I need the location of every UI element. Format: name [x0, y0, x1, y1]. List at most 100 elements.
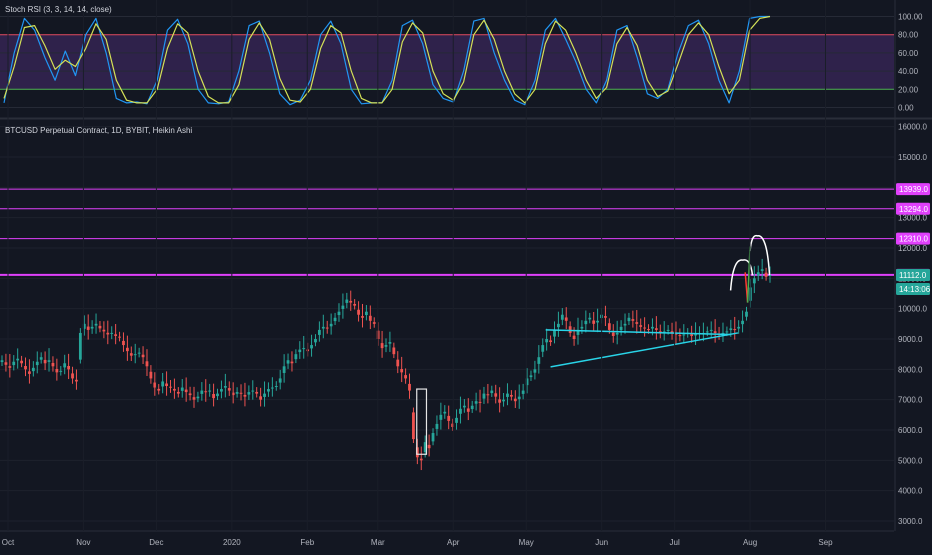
- candle-body[interactable]: [470, 405, 474, 410]
- candle-body[interactable]: [666, 329, 670, 331]
- candle-body[interactable]: [255, 391, 259, 394]
- stoch-d-line[interactable]: [3, 15, 771, 104]
- candle-body[interactable]: [553, 329, 556, 337]
- candle-body[interactable]: [47, 360, 51, 362]
- candle-body[interactable]: [368, 315, 372, 321]
- candle-body[interactable]: [90, 326, 94, 329]
- candle-body[interactable]: [611, 332, 615, 336]
- candle-body[interactable]: [768, 274, 772, 276]
- candle-body[interactable]: [509, 394, 513, 397]
- time-axis[interactable]: Oct Nov Dec 2020 Feb Mar Apr May Jun Jul Aug Sep: [0, 0, 896, 547]
- candle-body[interactable]: [286, 360, 290, 364]
- candle-body[interactable]: [223, 386, 227, 388]
- candle-body[interactable]: [31, 367, 35, 372]
- candle-body[interactable]: [396, 359, 400, 367]
- candle-body[interactable]: [545, 339, 549, 343]
- candle-body[interactable]: [290, 361, 294, 364]
- candle-body[interactable]: [643, 327, 647, 329]
- candle-body[interactable]: [678, 335, 682, 337]
- candle-body[interactable]: [662, 331, 666, 333]
- candle-body[interactable]: [122, 340, 125, 346]
- candle-body[interactable]: [137, 352, 141, 354]
- candle-body[interactable]: [200, 390, 204, 394]
- candle-body[interactable]: [86, 326, 90, 330]
- candle-body[interactable]: [729, 328, 733, 331]
- candle-body[interactable]: [78, 332, 82, 360]
- candle-body[interactable]: [682, 334, 686, 336]
- candle-body[interactable]: [392, 347, 396, 355]
- candle-body[interactable]: [745, 311, 748, 317]
- candle-body[interactable]: [337, 311, 341, 316]
- candle-body[interactable]: [294, 354, 298, 360]
- candle-body[interactable]: [353, 303, 357, 306]
- candle-body[interactable]: [494, 393, 498, 397]
- candle-body[interactable]: [560, 314, 564, 320]
- candle-body[interactable]: [114, 334, 118, 336]
- candle-body[interactable]: [192, 397, 196, 400]
- trend-line[interactable]: [545, 329, 731, 336]
- candle-body[interactable]: [627, 317, 631, 322]
- candle-body[interactable]: [365, 311, 368, 316]
- candle-body[interactable]: [733, 329, 737, 331]
- candle-body[interactable]: [251, 390, 255, 392]
- candle-body[interactable]: [423, 442, 427, 453]
- candle-body[interactable]: [541, 345, 545, 352]
- candle-body[interactable]: [694, 334, 697, 336]
- candle-body[interactable]: [451, 423, 455, 427]
- candle-body[interactable]: [16, 358, 20, 361]
- candle-body[interactable]: [380, 343, 384, 349]
- candle-body[interactable]: [639, 325, 643, 327]
- candle-body[interactable]: [443, 411, 447, 414]
- candle-body[interactable]: [529, 375, 533, 378]
- candle-body[interactable]: [741, 320, 744, 325]
- stoch-k-line[interactable]: [3, 15, 770, 106]
- candle-body[interactable]: [282, 366, 286, 373]
- candle-body[interactable]: [208, 390, 212, 392]
- candle-body[interactable]: [525, 378, 529, 386]
- candle-body[interactable]: [725, 331, 729, 333]
- stoch-rsi-title[interactable]: Stoch RSI (3, 3, 14, 14, close): [5, 5, 112, 14]
- stoch-rsi-pane[interactable]: 100.00 80.00 60.00 40.00 20.00 0.00: [0, 13, 923, 113]
- candle-body[interactable]: [24, 365, 27, 370]
- candle-body[interactable]: [67, 365, 71, 370]
- candle-body[interactable]: [227, 388, 231, 391]
- candle-body[interactable]: [576, 329, 580, 335]
- candle-body[interactable]: [153, 382, 157, 388]
- candle-body[interactable]: [404, 375, 407, 379]
- candle-body[interactable]: [94, 323, 98, 326]
- candle-body[interactable]: [235, 392, 239, 394]
- candle-body[interactable]: [20, 360, 23, 364]
- candle-body[interactable]: [345, 299, 349, 303]
- candle-body[interactable]: [341, 305, 345, 309]
- candle-body[interactable]: [129, 353, 133, 356]
- arc-annotation[interactable]: [749, 234, 771, 276]
- candle-body[interactable]: [490, 390, 494, 394]
- candle-body[interactable]: [28, 371, 31, 374]
- candle-body[interactable]: [580, 326, 584, 329]
- candle-body[interactable]: [412, 412, 415, 440]
- candle-body[interactable]: [118, 336, 121, 338]
- candle-body[interactable]: [0, 360, 4, 363]
- candle-body[interactable]: [98, 325, 102, 329]
- candle-body[interactable]: [604, 316, 607, 318]
- candle-body[interactable]: [75, 379, 78, 382]
- candle-body[interactable]: [204, 391, 208, 393]
- candle-body[interactable]: [298, 349, 302, 353]
- candle-body[interactable]: [415, 447, 419, 458]
- candle-body[interactable]: [478, 401, 482, 403]
- candle-body[interactable]: [361, 316, 364, 318]
- candle-body[interactable]: [278, 378, 282, 383]
- candle-body[interactable]: [568, 326, 572, 333]
- arc-annotation[interactable]: [729, 259, 754, 291]
- candle-body[interactable]: [737, 326, 741, 329]
- candle-body[interactable]: [592, 320, 596, 324]
- candle-body[interactable]: [584, 320, 588, 325]
- candle-body[interactable]: [572, 335, 576, 340]
- candle-body[interactable]: [447, 415, 451, 421]
- candle-body[interactable]: [12, 361, 16, 366]
- candle-body[interactable]: [690, 334, 694, 336]
- candle-body[interactable]: [537, 357, 541, 364]
- candle-body[interactable]: [384, 345, 388, 347]
- candle-body[interactable]: [764, 272, 768, 277]
- candle-body[interactable]: [482, 393, 486, 399]
